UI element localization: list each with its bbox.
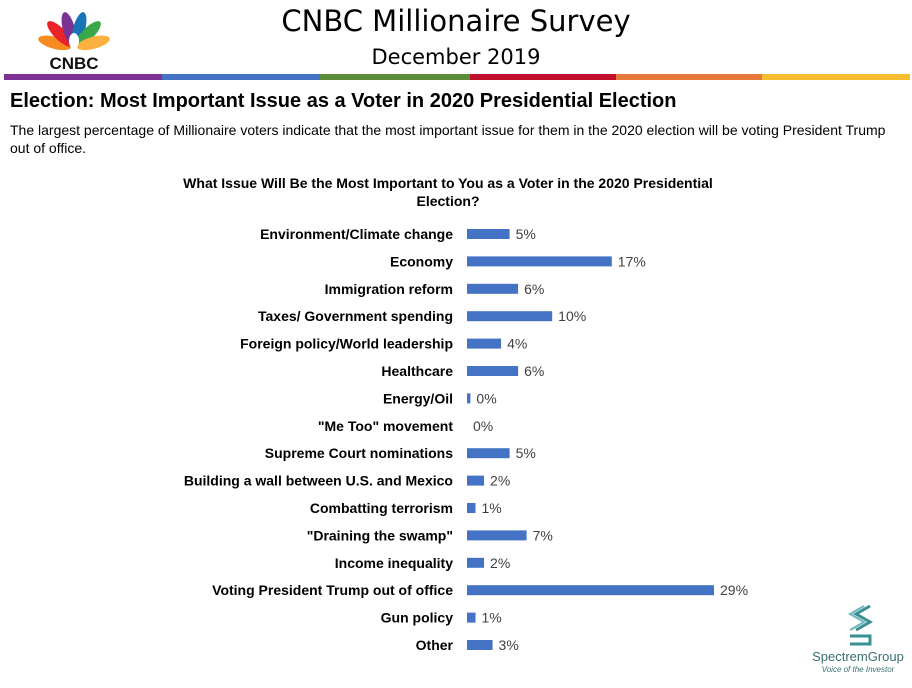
chart-title: What Issue Will Be the Most Important to…: [140, 174, 756, 210]
category-label: Gun policy: [381, 610, 454, 626]
category-label: Healthcare: [381, 363, 453, 379]
value-label: 29%: [720, 582, 748, 598]
category-label: Building a wall between U.S. and Mexico: [184, 473, 453, 489]
category-label: Foreign policy/World leadership: [240, 336, 453, 352]
cnbc-logo-text: CNBC: [49, 54, 98, 72]
chart-title-line2: Election?: [416, 193, 480, 209]
category-label: Supreme Court nominations: [265, 445, 453, 461]
spectrem-s-icon: [847, 604, 874, 646]
color-segment: [470, 74, 616, 80]
cnbc-logo: CNBC: [38, 12, 110, 72]
bar: [467, 256, 612, 267]
value-label: 1%: [482, 500, 502, 516]
value-label: 5%: [516, 445, 536, 461]
category-label: Combatting terrorism: [310, 500, 453, 516]
page-subtitle: December 2019: [371, 45, 541, 69]
value-label: 0%: [473, 418, 493, 434]
value-label: 1%: [482, 610, 502, 626]
section-description: The largest percentage of Millionaire vo…: [10, 122, 886, 156]
bar: [467, 503, 476, 513]
category-label: Income inequality: [335, 555, 453, 571]
value-label: 5%: [516, 226, 536, 242]
value-label: 6%: [524, 363, 544, 379]
category-label: Voting President Trump out of office: [212, 582, 453, 598]
value-label: 4%: [507, 336, 527, 352]
color-segment: [762, 74, 910, 80]
bar: [467, 585, 714, 596]
category-label: Immigration reform: [325, 281, 453, 297]
category-label: Taxes/ Government spending: [258, 308, 453, 324]
bar: [467, 557, 485, 568]
spectrem-logo: SpectremGroup Voice of the Investor: [808, 602, 908, 682]
value-label: 6%: [524, 281, 544, 297]
category-label: Energy/Oil: [383, 390, 453, 406]
section-heading: Election: Most Important Issue as a Vote…: [10, 90, 677, 112]
value-label: 10%: [558, 308, 586, 324]
bar: [467, 229, 510, 239]
bar: [467, 475, 485, 486]
value-label: 17%: [618, 253, 646, 269]
value-label: 2%: [490, 473, 510, 489]
bar: [467, 530, 527, 541]
value-label: 0%: [476, 390, 496, 406]
color-segment: [616, 74, 762, 80]
value-label: 3%: [499, 637, 519, 653]
category-label: Environment/Climate change: [260, 226, 453, 242]
bar: [467, 366, 519, 376]
category-label: "Draining the swamp": [307, 527, 453, 543]
color-segment: [162, 74, 320, 80]
bar: [467, 448, 510, 459]
brand-name: SpectremGroup: [812, 649, 904, 664]
value-label: 2%: [490, 555, 510, 571]
brand-tagline: Voice of the Investor: [821, 665, 895, 674]
bar: [467, 283, 519, 294]
bar: [467, 393, 471, 404]
color-segment: [320, 74, 470, 80]
bar: [467, 640, 493, 650]
page-title: CNBC Millionaire Survey: [281, 4, 631, 38]
category-label: Other: [416, 637, 454, 653]
color-segment: [4, 74, 162, 80]
value-label: 7%: [533, 527, 553, 543]
category-label: "Me Too" movement: [318, 418, 453, 434]
bar: [467, 612, 476, 623]
color-divider: [4, 74, 910, 80]
chart-title-line1: What Issue Will Be the Most Important to…: [183, 175, 713, 191]
category-label: Economy: [390, 253, 453, 269]
bar: [467, 338, 502, 349]
bar: [467, 311, 553, 322]
